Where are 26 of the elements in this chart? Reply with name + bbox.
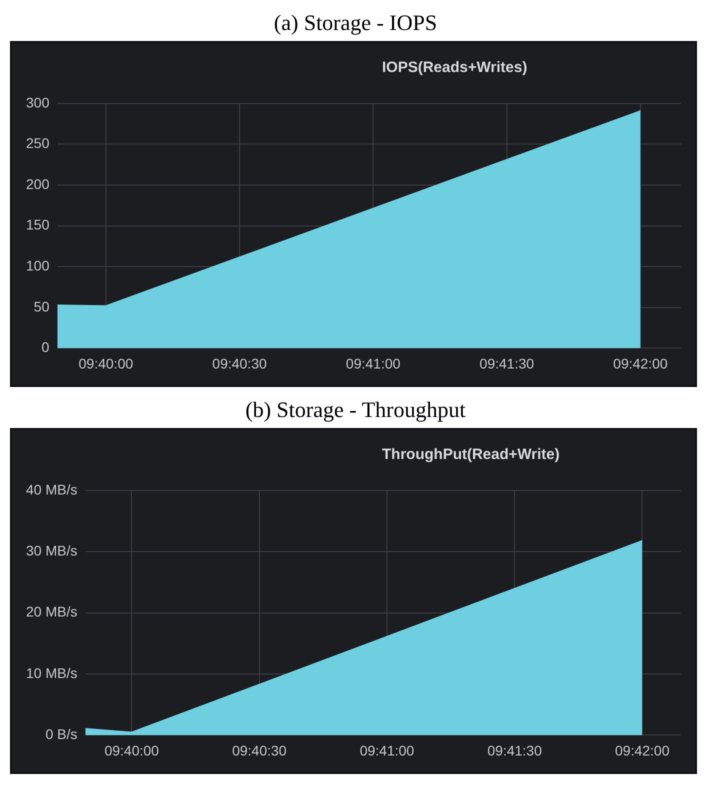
text: (a) Storage - IOPS xyxy=(272,9,438,37)
y-tick-label: 50 xyxy=(34,298,50,314)
y-tick-label: 250 xyxy=(26,135,50,152)
text: (b) Storage - Throughput xyxy=(244,396,467,424)
x-tick-label: 09:41:30 xyxy=(480,355,534,372)
y-tick-label: 30 MB/s xyxy=(26,542,78,558)
y-tick-label: 0 B/s xyxy=(45,726,78,742)
x-tick-label: 09:42:00 xyxy=(615,742,670,758)
y-tick-label: 200 xyxy=(26,176,50,192)
x-tick-label: 09:40:30 xyxy=(212,355,267,372)
chart-title: IOPS(Reads+Writes) xyxy=(381,58,528,78)
y-tick-label: 150 xyxy=(26,216,50,233)
y-tick-label: 300 xyxy=(26,94,50,110)
x-tick-label: 09:41:30 xyxy=(487,742,542,758)
y-tick-label: 40 MB/s xyxy=(26,481,78,498)
x-tick-label: 09:40:00 xyxy=(104,742,160,758)
x-tick-label: 09:42:00 xyxy=(613,355,668,372)
y-tick-label: 100 xyxy=(26,257,50,274)
y-tick-label: 0 xyxy=(42,339,50,356)
x-tick-label: 09:41:00 xyxy=(346,355,401,372)
x-tick-label: 09:41:00 xyxy=(360,742,414,758)
y-tick-label: 20 MB/s xyxy=(26,604,78,620)
x-tick-label: 09:40:00 xyxy=(78,355,134,372)
chart-title: ThroughPut(Read+Write) xyxy=(381,445,561,465)
x-tick-label: 09:40:30 xyxy=(232,742,287,758)
y-tick-label: 10 MB/s xyxy=(26,664,78,681)
